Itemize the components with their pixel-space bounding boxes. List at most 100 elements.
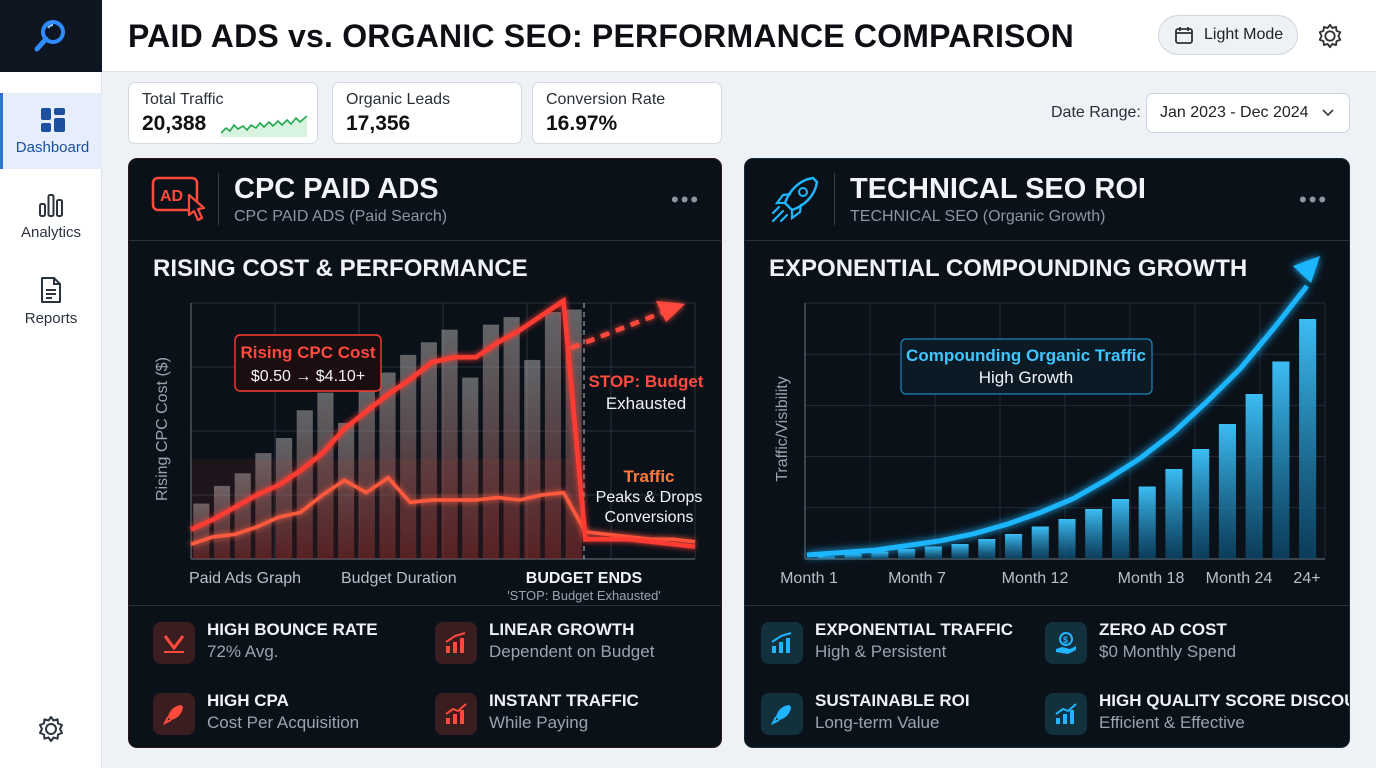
organic-traffic-curve <box>806 284 1309 558</box>
kpi-card-organic-leads: Organic Leads 17,356 <box>332 82 522 144</box>
x-tick-label: Month 1 <box>780 570 838 587</box>
svg-text:$: $ <box>1063 635 1068 645</box>
arrow-head-icon <box>1293 256 1320 283</box>
light-mode-label: Light Mode <box>1204 26 1284 43</box>
x-tick-label: 24+ <box>1293 570 1320 587</box>
paid-ads-chart: Rising CPC Cost $0.50 → $4.10+ STOP: Bud… <box>154 296 704 603</box>
sidebar-item-label: Dashboard <box>15 138 90 156</box>
separator <box>218 173 219 225</box>
date-range-select[interactable]: Jan 2023 - Dec 2024 <box>1146 93 1350 133</box>
panel-title: TECHNICAL SEO ROI <box>850 173 1146 205</box>
rocket-icon <box>153 693 195 735</box>
x-tick-label: Month 24 <box>1206 570 1273 587</box>
calendar-icon <box>1175 27 1193 44</box>
bar-chart-icon <box>39 193 63 217</box>
chart-bar <box>420 342 437 559</box>
feature-subtitle: Dependent on Budget <box>489 642 655 661</box>
chevron-down-icon <box>1322 109 1334 117</box>
more-options-icon[interactable]: ••• <box>671 187 701 212</box>
chart-bar <box>1058 519 1076 559</box>
document-icon <box>41 276 61 303</box>
feature-subtitle: Cost Per Acquisition <box>207 713 360 732</box>
feature-subtitle: 72% Avg. <box>207 642 279 661</box>
feature-subtitle: Long-term Value <box>815 713 940 732</box>
kpi-label: Organic Leads <box>346 91 451 108</box>
chart-bar <box>317 392 334 559</box>
chart-bar <box>898 549 916 559</box>
sparkline <box>221 115 307 137</box>
chart-bar <box>1192 449 1210 559</box>
settings-gear-icon[interactable] <box>36 714 66 744</box>
chart-bar <box>338 422 355 559</box>
seo-features: EXPONENTIAL TRAFFIC High & Persistent $ … <box>745 605 1349 747</box>
x-tick-label: BUDGET ENDS <box>526 570 643 587</box>
x-axis-ticks: Month 1 Month 7 Month 12 Month 18 Month 24 24… <box>780 570 1320 587</box>
light-mode-button[interactable]: Light Mode <box>1158 15 1298 55</box>
chart-bar <box>255 453 272 559</box>
annotation-box <box>234 334 382 392</box>
annotation-text: Conversions <box>605 509 694 526</box>
chart-bar <box>379 372 396 559</box>
feature-title: ZERO AD COST <box>1099 620 1227 639</box>
chart-bar <box>213 485 231 559</box>
seo-panel: TECHNICAL SEO ROI TECHNICAL SEO (Organic… <box>744 158 1350 748</box>
coin-hand-icon: $ <box>1045 622 1087 664</box>
page-title: PAID ADS vs. ORGANIC SEO: PERFORMANCE CO… <box>128 18 1074 54</box>
kpi-value: 17,356 <box>346 112 411 135</box>
chart-bar <box>1165 469 1183 559</box>
x-tick-label: Month 7 <box>888 570 946 587</box>
search-icon <box>34 20 65 52</box>
header-settings-gear-icon[interactable] <box>1316 22 1344 50</box>
seo-growth-chart: Compounding Organic Traffic High Growth … <box>774 256 1326 587</box>
app-logo[interactable] <box>0 0 102 72</box>
paid-ads-panel: AD CPC PAID ADS CPC PAID ADS (Paid Searc… <box>128 158 722 748</box>
chart-title: EXPONENTIAL COMPOUNDING GROWTH <box>769 255 1248 282</box>
chart-bar <box>276 438 293 559</box>
chart-bars <box>191 309 584 559</box>
feature-title: INSTANT TRAFFIC <box>489 691 639 710</box>
annotation-text: High Growth <box>979 368 1073 387</box>
glow-band <box>191 459 584 559</box>
more-options-icon[interactable]: ••• <box>1299 187 1329 212</box>
bounce-arrow-icon <box>153 622 195 664</box>
svg-text:AD: AD <box>160 188 183 205</box>
dashboard-icon <box>40 107 65 132</box>
annotation-title: Compounding Organic Traffic <box>906 346 1146 365</box>
feature-title: SUSTAINABLE ROI <box>815 691 970 710</box>
chart-bar <box>193 503 210 559</box>
chart-bar <box>1085 509 1103 559</box>
sidebar-item-analytics[interactable]: Analytics <box>0 178 102 254</box>
feature-title: EXPONENTIAL TRAFFIC <box>815 620 1014 639</box>
feature-title: HIGH BOUNCE RATE <box>207 620 378 639</box>
panel-header: TECHNICAL SEO ROI TECHNICAL SEO (Organic… <box>745 159 1349 241</box>
feature-title: LINEAR GROWTH <box>489 620 635 639</box>
date-range-value: Jan 2023 - Dec 2024 <box>1160 104 1309 121</box>
chart-bar <box>1245 394 1263 559</box>
chart-bars <box>817 319 1317 559</box>
trend-chart-icon <box>435 693 477 735</box>
growth-chart-icon <box>761 622 803 664</box>
kpi-card-total-traffic: Total Traffic 20,388 <box>128 82 318 144</box>
sidebar-item-dashboard[interactable]: Dashboard <box>0 93 102 169</box>
feature-subtitle: High & Persistent <box>815 642 947 661</box>
kpi-value: 16.97% <box>546 112 618 135</box>
chart-bar <box>1218 424 1236 559</box>
kpi-label: Conversion Rate <box>546 91 666 108</box>
panel-title: CPC PAID ADS <box>234 173 439 205</box>
x-tick-label: Budget Duration <box>341 570 457 587</box>
panel-subtitle: TECHNICAL SEO (Organic Growth) <box>850 208 1106 225</box>
feature-title: HIGH QUALITY SCORE DISCOUNT <box>1099 691 1349 710</box>
header: PAID ADS vs. ORGANIC SEO: PERFORMANCE CO… <box>102 0 1376 72</box>
kpi-value: 20,388 <box>142 112 207 135</box>
chart-bar <box>1272 361 1290 559</box>
sidebar: Dashboard Analytics Reports <box>0 0 102 768</box>
chart-bar <box>358 380 375 559</box>
trend-chart-icon <box>1045 693 1087 735</box>
y-axis-label: Traffic/Visibility <box>774 376 791 482</box>
sidebar-item-reports[interactable]: Reports <box>0 263 102 339</box>
projection-arrow <box>570 309 665 351</box>
chart-bar <box>924 546 942 559</box>
chart-title: RISING COST & PERFORMANCE <box>153 255 528 282</box>
annotation-title: Traffic <box>623 467 674 486</box>
chart-bar <box>462 377 479 559</box>
